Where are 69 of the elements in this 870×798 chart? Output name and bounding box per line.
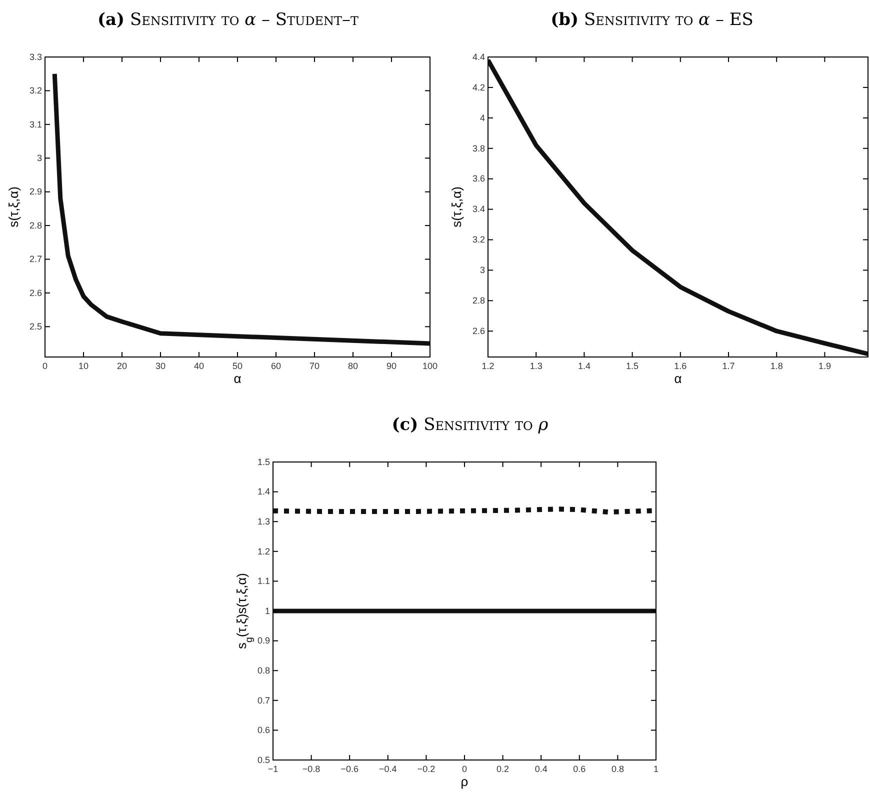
x-axis-title: α (674, 371, 682, 386)
x-tick-label: 90 (386, 361, 397, 371)
x-tick-label: 1.9 (818, 361, 831, 371)
y-tick-label: 3.1 (29, 119, 42, 130)
x-tick-label: 1.7 (722, 361, 735, 371)
x-tick-label: 0 (42, 361, 48, 371)
y-tick-label: 3.4 (472, 204, 485, 214)
y-tick-label: 3.2 (472, 234, 485, 245)
x-tick-label: 20 (116, 361, 128, 371)
x-tick-label: 30 (155, 361, 166, 371)
x-tick-label: 1 (653, 764, 659, 774)
chart-title: (c) Sensitivity to ρ (392, 415, 548, 435)
y-tick-label: 1.5 (257, 456, 270, 467)
x-tick-label: 60 (270, 361, 282, 371)
x-tick-label: −0.8 (302, 764, 320, 774)
y-tick-label: 2.5 (29, 322, 42, 332)
y-tick-label: 4.2 (472, 82, 485, 92)
x-tick-label: −1 (268, 764, 278, 774)
x-tick-label: 70 (309, 361, 320, 371)
x-tick-label: −0.6 (340, 764, 358, 774)
y-tick-label: 1.2 (257, 546, 270, 556)
chart-title: (b) Sensitivity to α – ES (550, 10, 754, 30)
x-axis-title: α (234, 371, 242, 386)
y-tick-label: 2.9 (29, 186, 42, 197)
y-tick-label: 1.3 (257, 516, 270, 526)
x-tick-label: 0.4 (534, 764, 548, 774)
y-axis-title: s(τ,ξ,α) (449, 186, 464, 228)
y-tick-label: 2.6 (29, 288, 42, 298)
chart-title: (a) Sensitivity to α – Student–t (97, 10, 359, 30)
line-series (488, 58, 868, 356)
x-tick-label: 1.3 (530, 361, 542, 371)
x-tick-label: 100 (422, 361, 438, 371)
y-tick-label: 3.6 (472, 174, 485, 184)
x-tick-label: 1.5 (626, 361, 639, 371)
y-tick-label: 3.8 (472, 143, 485, 154)
y-tick-label: 2.8 (472, 296, 485, 306)
x-tick-label: 0 (462, 764, 468, 774)
y-tick-label: 1 (264, 606, 270, 616)
x-tick-label: −0.4 (379, 764, 397, 774)
y-tick-label: 3 (36, 153, 42, 164)
y-tick-label: 2.8 (29, 220, 42, 230)
line-series (52, 72, 430, 346)
x-tick-label: 50 (232, 361, 243, 371)
y-tick-label: 1.1 (257, 576, 270, 586)
x-tick-label: 0.6 (573, 764, 586, 774)
x-tick-label: 80 (348, 361, 358, 371)
x-axis-title: ρ (460, 774, 468, 789)
x-tick-label: 1.4 (578, 361, 590, 371)
y-tick-label: 0.7 (257, 695, 270, 706)
y-tick-label: 2.7 (29, 254, 42, 264)
y-tick-label: 2.6 (472, 326, 485, 336)
y-tick-label: 3 (480, 265, 485, 276)
y-axis-title: s(τ,ξ,α) (6, 186, 21, 228)
x-tick-label: 10 (78, 361, 89, 371)
y-tick-label: 4.4 (472, 52, 485, 62)
x-tick-label: 0.8 (611, 764, 624, 774)
x-tick-label: 1.8 (770, 361, 783, 371)
y-tick-label: 3.2 (29, 86, 42, 96)
x-tick-label: −0.2 (417, 764, 436, 774)
y-tick-label: 4 (480, 112, 485, 123)
x-tick-label: 0.2 (496, 764, 510, 774)
x-tick-label: 1.6 (674, 361, 687, 371)
y-tick-label: 0.9 (257, 636, 270, 646)
y-tick-label: 1.4 (257, 486, 270, 497)
y-tick-label: 0.8 (257, 665, 270, 676)
x-tick-label: 40 (194, 361, 204, 371)
y-tick-label: 3.3 (29, 52, 42, 62)
y-tick-label: 0.5 (257, 754, 270, 765)
y-tick-label: 0.6 (257, 725, 270, 736)
